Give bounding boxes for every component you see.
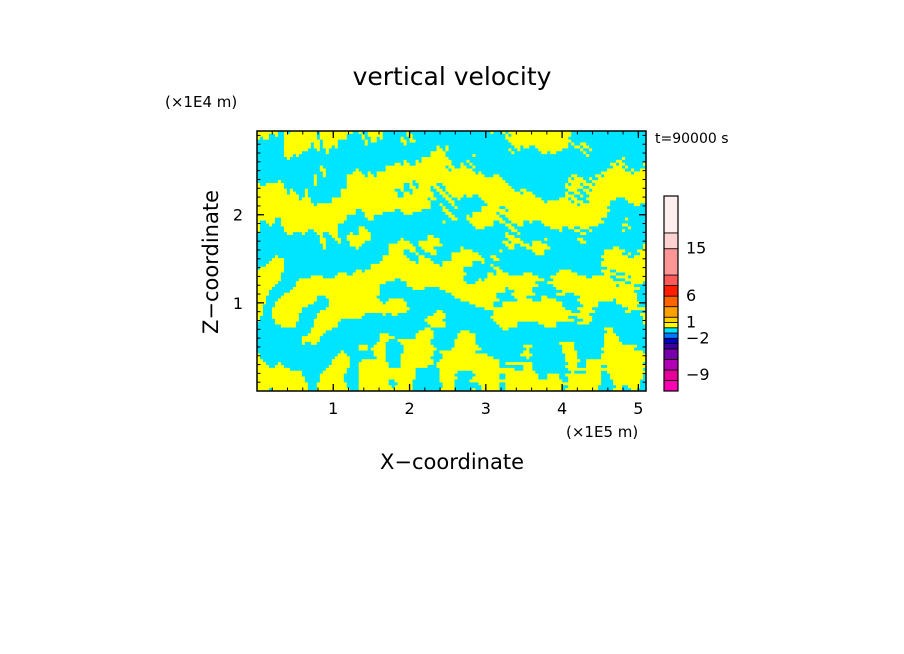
colorbar-swatch — [663, 327, 679, 334]
colorbar-tick-label: 15 — [686, 239, 706, 258]
colorbar-swatch — [663, 358, 679, 371]
chart-title: vertical velocity — [353, 62, 552, 91]
x-tick-label: 3 — [481, 399, 491, 418]
colorbar-swatch — [663, 248, 679, 276]
colorbar-swatch — [663, 369, 679, 381]
colorbar-swatch — [663, 380, 679, 392]
colorbar-swatch — [663, 306, 679, 318]
x-tick-label: 2 — [404, 399, 414, 418]
colorbar-swatch — [663, 337, 679, 344]
colorbar-swatch — [663, 316, 679, 323]
colorbar-frame — [663, 195, 679, 392]
y-tick-label: 1 — [233, 294, 243, 313]
colorbar: −9 −21 6 15 — [663, 195, 710, 392]
colorbar-tick-label: 1 — [686, 312, 696, 331]
y-tick-label: 2 — [233, 206, 243, 225]
colorbar-swatch — [663, 285, 679, 297]
plot-frame — [256, 130, 647, 392]
colorbar-swatch — [663, 348, 679, 360]
colorbar-tick-label: 6 — [686, 286, 696, 305]
x-tick-label: 4 — [557, 399, 567, 418]
x-axis-ticks: 1 2 3 4 5 — [271, 131, 643, 418]
colorbar-swatch — [663, 232, 679, 250]
y-axis-ticks: 12 — [233, 134, 646, 383]
colorbar-swatch — [663, 322, 679, 329]
time-label: t=90000 s — [655, 131, 729, 147]
x-axis-unit: (×1E5 m) — [566, 423, 638, 441]
x-axis-label: X−coordinate — [380, 450, 524, 474]
positive-velocity-region — [257, 131, 646, 391]
colorbar-tick-label: −2 — [686, 328, 710, 347]
colorbar-swatch — [663, 195, 679, 234]
y-axis-unit: (×1E4 m) — [165, 93, 237, 111]
x-tick-label: 5 — [633, 399, 643, 418]
x-tick-label: 1 — [328, 399, 338, 418]
velocity-field — [257, 131, 646, 391]
colorbar-tick-label: −9 — [686, 365, 710, 384]
colorbar-swatch — [663, 343, 679, 350]
colorbar-swatch — [663, 274, 679, 286]
colorbar-swatch — [663, 295, 679, 308]
y-axis-label: Z−coordinate — [199, 190, 223, 334]
colorbar-swatch — [663, 332, 679, 339]
